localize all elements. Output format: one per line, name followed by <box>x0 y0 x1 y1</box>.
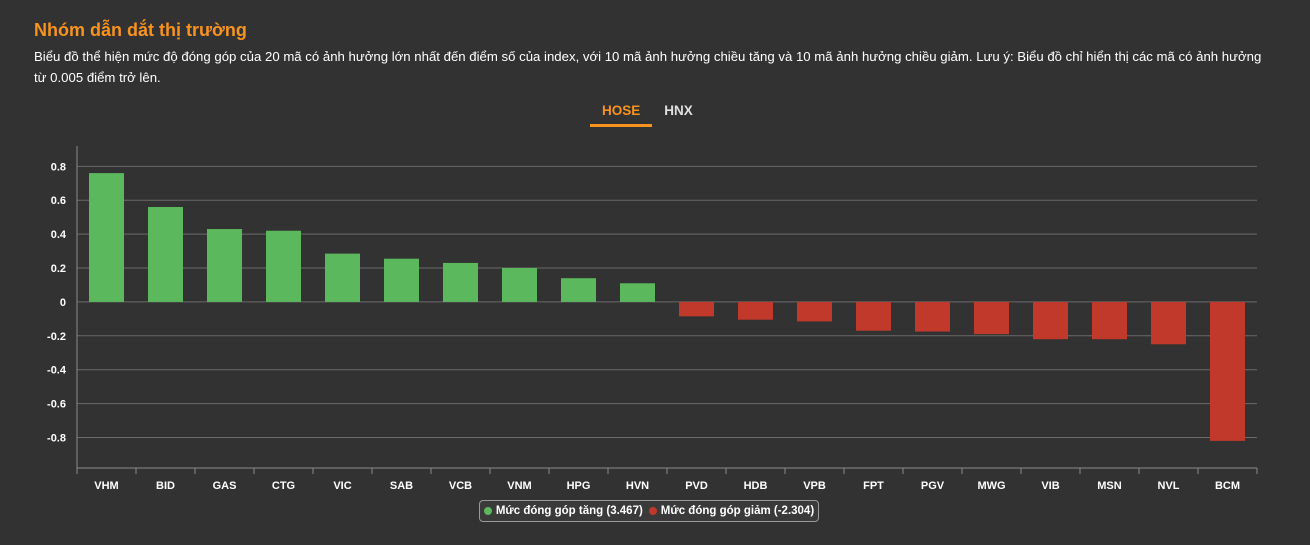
bar-bcm[interactable] <box>1210 301 1245 441</box>
legend-positive-label: Mức đóng góp tăng (3.467) <box>495 505 643 517</box>
tab-hnx[interactable]: HNX <box>664 103 693 118</box>
tab-hose[interactable]: HOSE <box>590 101 653 127</box>
bar-vnm[interactable] <box>502 268 537 302</box>
chart-legend: Mức đóng góp tăng (3.467) Mức đóng góp g… <box>479 500 819 522</box>
x-tick-label: NVL <box>1158 480 1180 492</box>
bar-vpb[interactable] <box>797 301 832 322</box>
legend-positive[interactable]: Mức đóng góp tăng (3.467) <box>483 505 643 517</box>
x-tick-label: VNM <box>507 480 531 492</box>
bar-gas[interactable] <box>207 229 242 302</box>
y-tick-label: -0.8 <box>47 432 66 444</box>
bar-bid[interactable] <box>148 207 183 302</box>
x-tick-label: VIC <box>333 480 351 492</box>
bar-vic[interactable] <box>325 253 360 302</box>
legend-negative[interactable]: Mức đóng góp giảm (-2.304) <box>648 505 815 517</box>
bar-pgv[interactable] <box>915 301 950 332</box>
chart-description: Biểu đồ thể hiện mức độ đóng góp của 20 … <box>34 49 1262 85</box>
bar-hdb[interactable] <box>738 301 773 320</box>
y-tick-label: 0.2 <box>51 263 66 275</box>
legend-negative-dot <box>648 507 657 515</box>
x-tick-label: VPB <box>803 480 826 492</box>
y-tick-label: 0.6 <box>51 195 66 207</box>
y-tick-label: 0 <box>60 297 66 309</box>
x-tick-label: BCM <box>1215 480 1240 492</box>
x-tick-label: SAB <box>390 480 413 492</box>
bar-hpg[interactable] <box>561 278 596 302</box>
bar-vcb[interactable] <box>443 262 478 302</box>
x-tick-label: MWG <box>977 480 1005 492</box>
legend-negative-label: Mức đóng góp giảm (-2.304) <box>660 505 815 517</box>
x-tick-label: PGV <box>921 480 945 492</box>
bar-msn[interactable] <box>1092 301 1127 340</box>
y-tick-label: -0.6 <box>47 399 66 411</box>
x-tick-label: BID <box>156 480 175 492</box>
page-title: Nhóm dẫn dắt thị trường <box>34 20 247 40</box>
x-tick-label: CTG <box>272 480 295 492</box>
bar-mwg[interactable] <box>974 301 1009 335</box>
bar-ctg[interactable] <box>266 230 301 302</box>
bar-hvn[interactable] <box>620 283 655 302</box>
x-tick-label: MSN <box>1097 480 1122 492</box>
bar-pvd[interactable] <box>679 301 714 317</box>
x-tick-label: VCB <box>449 480 472 492</box>
y-tick-label: 0.8 <box>51 161 66 173</box>
bar-sab[interactable] <box>384 258 419 302</box>
x-tick-label: PVD <box>685 480 708 492</box>
exchange-tabs: HOSE HNX <box>590 101 705 127</box>
y-tick-label: -0.2 <box>47 331 66 343</box>
x-tick-label: GAS <box>213 480 237 492</box>
y-tick-label: -0.4 <box>47 365 67 377</box>
x-tick-label: VIB <box>1041 480 1059 492</box>
bar-vhm[interactable] <box>89 173 124 302</box>
legend-positive-dot <box>483 507 492 515</box>
x-tick-label: FPT <box>863 480 884 492</box>
x-tick-label: HVN <box>626 480 649 492</box>
bar-fpt[interactable] <box>856 301 891 331</box>
bar-nvl[interactable] <box>1151 301 1186 345</box>
x-tick-label: VHM <box>94 480 118 492</box>
y-tick-label: 0.4 <box>51 229 67 241</box>
x-tick-label: HPG <box>567 480 591 492</box>
x-tick-label: HDB <box>744 480 768 492</box>
bar-vib[interactable] <box>1033 301 1068 340</box>
